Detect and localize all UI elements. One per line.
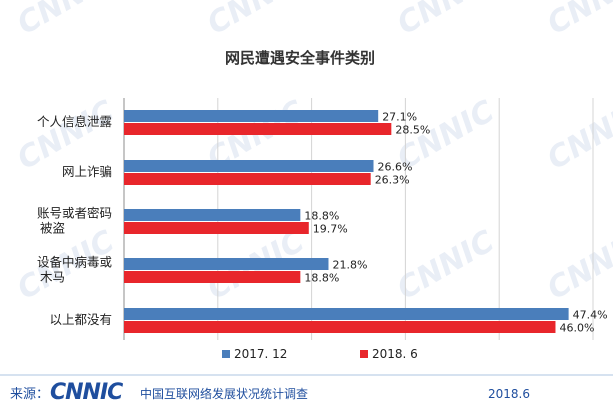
watermark-text: CNNIC xyxy=(542,0,613,42)
watermark-text: CNNIC xyxy=(202,0,311,42)
data-label: 19.7% xyxy=(313,223,348,236)
data-label: 27.1% xyxy=(382,111,417,124)
watermark-text: CNNIC xyxy=(392,224,501,307)
legend-label: 2018. 6 xyxy=(372,347,418,361)
bar-2018-0 xyxy=(124,123,391,135)
bars: 27.1%28.5%26.6%26.3%18.8%19.7%21.8%18.8%… xyxy=(124,110,608,335)
legend: 2017. 12 2018. 6 xyxy=(222,347,418,361)
data-label: 18.8% xyxy=(304,210,339,223)
data-label: 18.8% xyxy=(304,272,339,285)
bar-2017-4 xyxy=(124,308,569,320)
category-label: 网上诈骗 xyxy=(62,164,112,179)
organization-text: 中国互联网络发展状况统计调查 xyxy=(140,386,308,401)
legend-swatch xyxy=(360,350,368,358)
bar-2017-3 xyxy=(124,258,328,270)
source-label: 来源： xyxy=(10,387,49,402)
watermark-text: CNNIC xyxy=(12,0,121,42)
bar-2017-0 xyxy=(124,110,378,122)
category-label: 个人信息泄露 xyxy=(37,114,113,129)
watermark-text: CNNIC xyxy=(542,94,613,177)
watermark-text: CNNIC xyxy=(392,0,501,42)
data-label: 21.8% xyxy=(332,259,367,272)
data-label: 28.5% xyxy=(395,124,430,137)
bar-2017-1 xyxy=(124,160,374,172)
footer: 来源： CNNIC 中国互联网络发展状况统计调查 2018.6 xyxy=(0,375,613,402)
bar-2017-2 xyxy=(124,209,300,221)
legend-label: 2017. 12 xyxy=(234,347,287,361)
bar-2018-3 xyxy=(124,271,300,283)
category-label: 以上都没有 xyxy=(49,312,112,327)
legend-swatch xyxy=(222,350,230,358)
data-label: 26.6% xyxy=(378,161,413,174)
bar-2018-2 xyxy=(124,222,309,234)
data-label: 46.0% xyxy=(559,322,594,335)
bar-2018-4 xyxy=(124,321,555,333)
data-label: 47.4% xyxy=(573,309,608,322)
bar-2018-1 xyxy=(124,173,371,185)
data-label: 26.3% xyxy=(375,174,410,187)
watermark-text: CNNIC xyxy=(542,224,613,307)
chart-title: 网民遭遇安全事件类别 xyxy=(225,49,375,67)
cnnic-logo: CNNIC xyxy=(50,380,123,402)
footer-date: 2018.6 xyxy=(488,387,530,401)
